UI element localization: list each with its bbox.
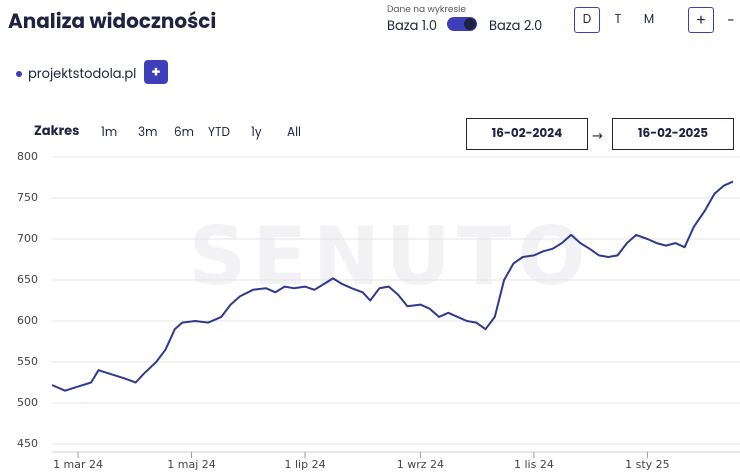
range-option[interactable]: YTD	[208, 124, 230, 141]
zoom-in[interactable]: +	[688, 7, 714, 33]
x-tick-label: 1 wrz 24	[397, 458, 444, 471]
y-tick-label: 550	[17, 355, 38, 368]
range-option[interactable]: 3m	[138, 124, 158, 141]
toggle-label: Dane na wykresie	[387, 4, 466, 16]
date-arrow: →	[592, 126, 603, 145]
date-to[interactable]: 16-02-2025	[612, 118, 734, 150]
x-tick-label: 1 mar 24	[53, 458, 103, 471]
y-tick-label: 750	[17, 191, 38, 204]
x-tick-label: 1 lis 24	[514, 458, 554, 471]
legend: projektstodola.pl	[16, 64, 136, 84]
y-tick-label: 700	[17, 232, 38, 245]
y-tick-label: 650	[17, 273, 38, 286]
range-option[interactable]: 6m	[174, 124, 194, 141]
add-project[interactable]: +	[144, 60, 168, 84]
period-button[interactable]: D	[574, 7, 600, 33]
range-option[interactable]: All	[287, 124, 301, 141]
option-b[interactable]: Baza 2.0	[489, 16, 543, 35]
series-line	[51, 180, 734, 392]
range-label: Zakres	[34, 121, 80, 140]
legend-label: projektstodola.pl	[28, 64, 137, 83]
x-tick-label: 1 sty 25	[625, 458, 670, 471]
date-from[interactable]: 16-02-2024	[466, 118, 588, 150]
y-tick-label: 800	[17, 150, 38, 163]
period-button[interactable]: T	[614, 11, 622, 28]
zoom-out[interactable]: -	[727, 9, 735, 30]
option-a[interactable]: Baza 1.0	[387, 16, 437, 35]
toggle[interactable]	[447, 17, 477, 31]
y-tick-label: 500	[17, 396, 38, 409]
page-title: Analiza widoczności	[8, 7, 217, 35]
period-button[interactable]: M	[643, 11, 655, 28]
range-option[interactable]: 1y	[251, 124, 262, 141]
range-option[interactable]: 1m	[101, 124, 118, 141]
y-tick-label: 450	[17, 437, 38, 450]
x-tick-label: 1 maj 24	[167, 458, 216, 471]
x-tick-label: 1 lip 24	[285, 458, 326, 471]
y-tick-label: 600	[17, 314, 38, 327]
